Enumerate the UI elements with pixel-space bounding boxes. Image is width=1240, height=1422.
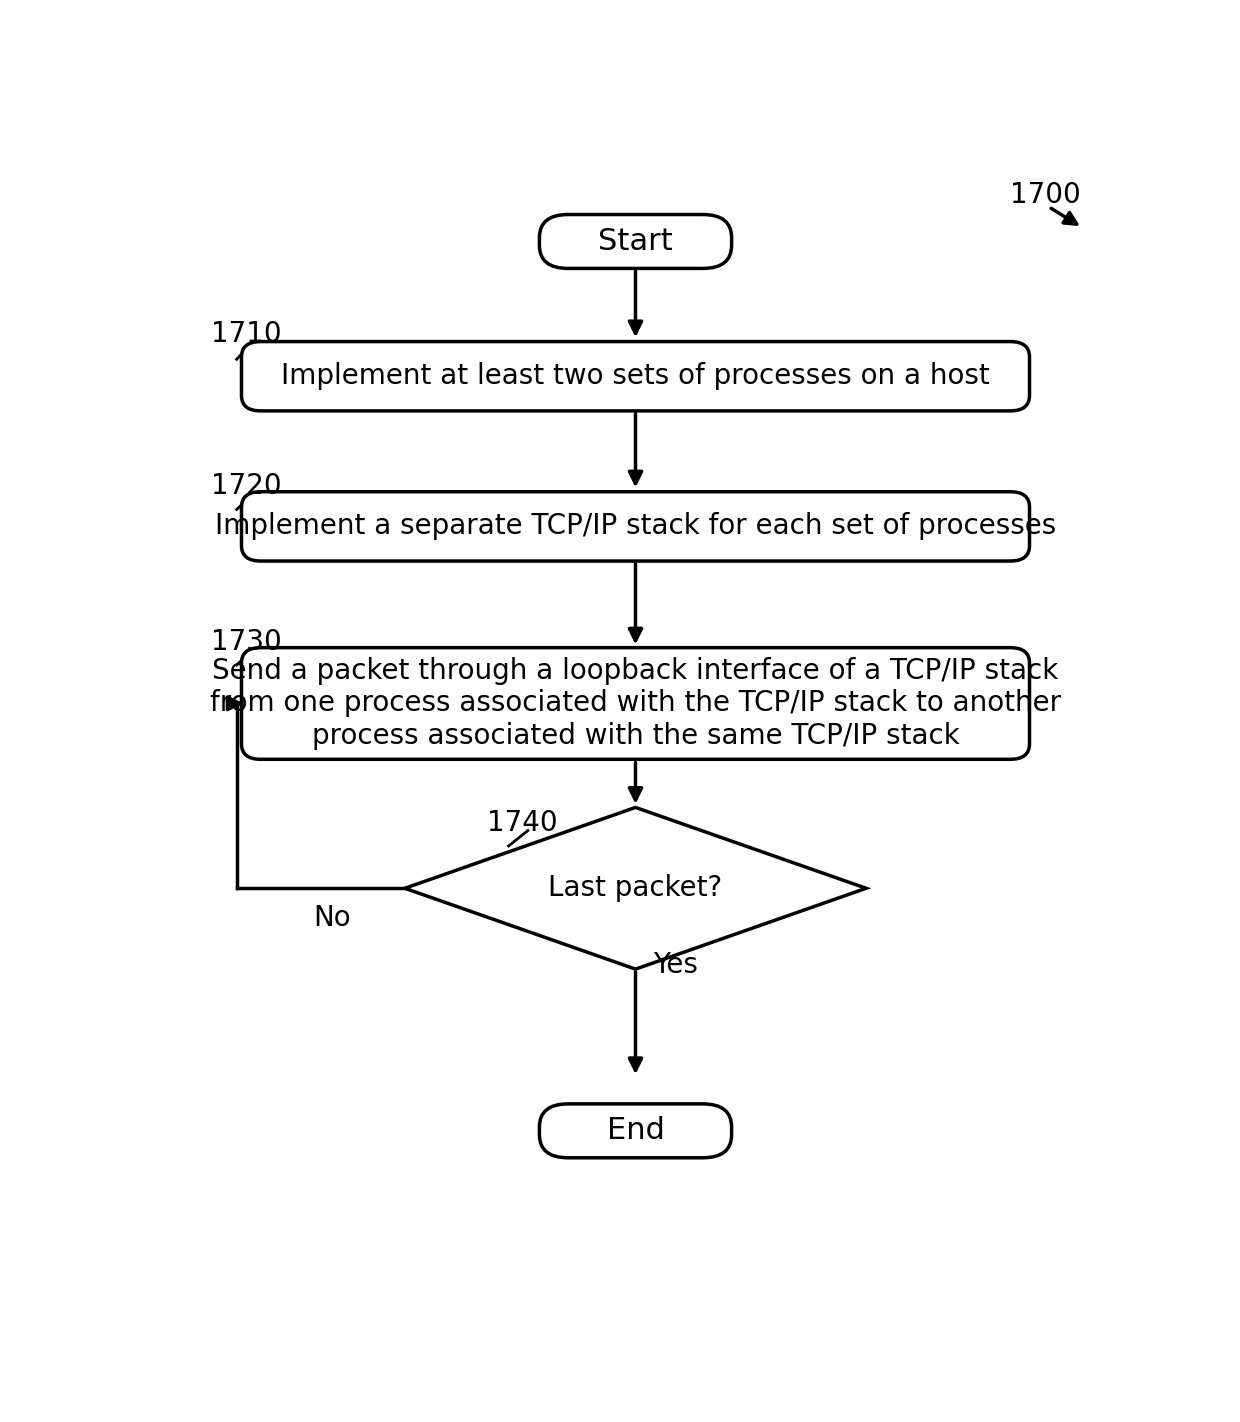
Text: No: No [314, 903, 351, 931]
FancyBboxPatch shape [242, 341, 1029, 411]
Text: 1710: 1710 [211, 320, 281, 348]
Text: Yes: Yes [652, 951, 698, 980]
Text: 1720: 1720 [211, 472, 281, 501]
Text: Implement a separate TCP/IP stack for each set of processes: Implement a separate TCP/IP stack for ea… [215, 512, 1056, 540]
Text: 1730: 1730 [211, 629, 281, 656]
Text: 1740: 1740 [486, 809, 557, 836]
Text: 1700: 1700 [1011, 181, 1081, 209]
Text: End: End [606, 1116, 665, 1145]
Polygon shape [404, 808, 866, 970]
Text: Implement at least two sets of processes on a host: Implement at least two sets of processes… [281, 363, 990, 390]
Text: Last packet?: Last packet? [548, 875, 723, 903]
FancyBboxPatch shape [539, 215, 732, 269]
FancyBboxPatch shape [242, 647, 1029, 759]
Text: Send a packet through a loopback interface of a TCP/IP stack
from one process as: Send a packet through a loopback interfa… [210, 657, 1061, 749]
FancyBboxPatch shape [242, 492, 1029, 562]
Text: Start: Start [598, 228, 673, 256]
FancyBboxPatch shape [539, 1103, 732, 1158]
